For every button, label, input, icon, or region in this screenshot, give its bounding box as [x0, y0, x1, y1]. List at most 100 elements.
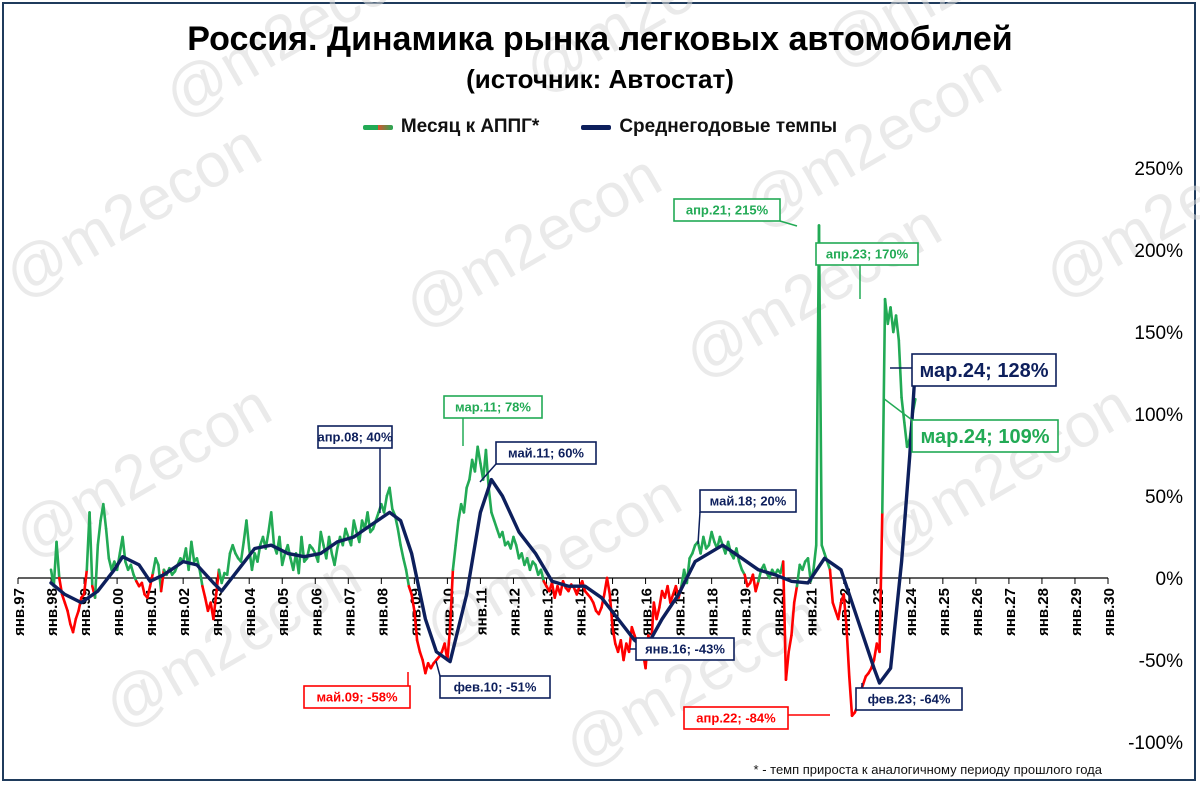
monthly-series-segment — [490, 511, 496, 522]
x-tick-label: янв.19 — [738, 588, 755, 636]
legend-label-monthly: Месяц к АППГ* — [400, 116, 540, 137]
monthly-series-segment — [817, 224, 824, 547]
x-tick-label: янв.30 — [1101, 588, 1118, 636]
monthly-series-segment — [825, 560, 832, 572]
x-tick-label: янв.05 — [275, 588, 292, 636]
annotation-label: май.09; -58% — [316, 690, 397, 705]
monthly-series-segment — [201, 584, 207, 599]
monthly-series-segment — [894, 314, 901, 342]
annotation-box — [635, 637, 735, 661]
x-tick-label: янв.08 — [374, 588, 391, 636]
monthly-series-segment — [691, 543, 697, 555]
x-tick-label: янв.18 — [705, 588, 722, 636]
monthly-series-segment — [903, 420, 909, 449]
watermark-text: @m2econ — [93, 541, 373, 743]
x-tick-label: янв.14 — [573, 587, 590, 636]
monthly-series-segment — [104, 527, 111, 560]
monthly-series-segment — [669, 593, 675, 604]
x-tick-label: янв.12 — [506, 588, 523, 636]
annotation-box — [317, 425, 393, 449]
x-tick-label: янв.26 — [969, 588, 986, 636]
annotation-label: мар.24; 128% — [919, 360, 1048, 382]
monthly-series-segment — [382, 494, 389, 514]
x-tick-label: янв.06 — [308, 588, 325, 636]
x-tick-label: янв.97 — [11, 588, 28, 636]
monthly-series-segment — [484, 448, 490, 490]
monthly-series-segment — [341, 527, 347, 547]
monthly-series-segment — [465, 478, 471, 490]
y-tick-label: 150% — [1134, 323, 1183, 344]
x-tick-label: янв.25 — [936, 588, 953, 636]
monthly-series-segment — [754, 579, 760, 593]
monthly-series-segment — [743, 573, 749, 588]
annotation-label: мар.24; 109% — [920, 426, 1049, 448]
x-tick-label: янв.98 — [44, 588, 61, 636]
monthly-series-segment — [448, 568, 455, 629]
annotation-leader — [779, 220, 798, 227]
x-tick-label: янв.01 — [143, 588, 160, 636]
monthly-series-segment — [457, 502, 463, 522]
watermark-text: @m2econ — [3, 371, 283, 573]
annotation-label: фев.23; -64% — [868, 692, 951, 707]
chart-legend: Месяц к АППГ* Среднегодовые темпы — [0, 116, 1200, 138]
monthly-series-segment — [93, 543, 100, 599]
monthly-series-segment — [836, 601, 843, 621]
monthly-series-segment — [831, 601, 837, 613]
y-tick-label: -50% — [1139, 651, 1183, 672]
annotation-box — [699, 489, 797, 513]
monthly-series-segment — [198, 568, 204, 588]
annotation-label: апр.08; 40% — [317, 430, 392, 445]
monthly-series-segment — [402, 557, 408, 572]
monthly-series-segment — [225, 552, 232, 577]
watermark-text: @m2econ — [393, 141, 673, 343]
y-tick-label: 200% — [1134, 241, 1183, 262]
x-tick-label: янв.27 — [1002, 588, 1019, 636]
monthly-series-segment — [630, 625, 636, 637]
x-tick-label: янв.04 — [242, 587, 259, 636]
legend-item-monthly: Месяц к АППГ* — [362, 116, 540, 138]
monthly-series-segment — [872, 642, 879, 662]
annotation-label: янв.16; -43% — [645, 642, 725, 657]
monthly-series-segment — [102, 502, 108, 531]
monthly-series-segment — [71, 617, 78, 634]
monthly-series-segment — [319, 530, 325, 547]
annotation-box — [855, 687, 963, 711]
x-tick-label: янв.00 — [110, 588, 127, 636]
monthly-series-segment — [792, 584, 799, 604]
monthly-series-segment — [492, 519, 499, 531]
monthly-series-segment — [878, 511, 884, 654]
legend-label-average: Среднегодовые темпы — [619, 116, 838, 137]
x-tick-label: янв.10 — [440, 588, 457, 636]
watermark-text: @m2econ — [553, 581, 833, 783]
x-tick-label: янв.13 — [539, 588, 556, 636]
legend-swatch-monthly — [362, 124, 393, 130]
monthly-series-segment — [388, 486, 394, 511]
monthly-series-segment — [407, 584, 413, 596]
monthly-series-segment — [605, 576, 612, 596]
monthly-series-segment — [880, 297, 887, 514]
monthly-series-segment — [60, 593, 67, 604]
y-tick-label: 250% — [1134, 159, 1183, 180]
monthly-series-segment — [801, 560, 807, 572]
monthly-series-segment — [476, 445, 482, 465]
monthly-series-segment — [446, 625, 452, 662]
monthly-series-segment — [66, 609, 72, 626]
monthly-series-segment — [231, 543, 237, 555]
monthly-series-segment — [82, 568, 89, 596]
average-series-line — [49, 366, 917, 685]
legend-item-average: Среднегодовые темпы — [581, 116, 837, 138]
annotation-label: май.11; 60% — [508, 446, 584, 461]
monthly-series-segment — [514, 543, 521, 560]
annotation-box — [683, 706, 789, 730]
monthly-series-segment — [333, 547, 339, 567]
monthly-series-segment — [710, 530, 716, 544]
annotation-box — [439, 675, 551, 699]
monthly-series-segment — [487, 486, 493, 514]
monthly-series-segment — [415, 639, 422, 654]
monthly-series-segment — [454, 519, 460, 547]
monthly-series-segment — [366, 511, 372, 534]
monthly-series-segment — [280, 552, 287, 567]
monthly-series-segment — [451, 543, 457, 572]
